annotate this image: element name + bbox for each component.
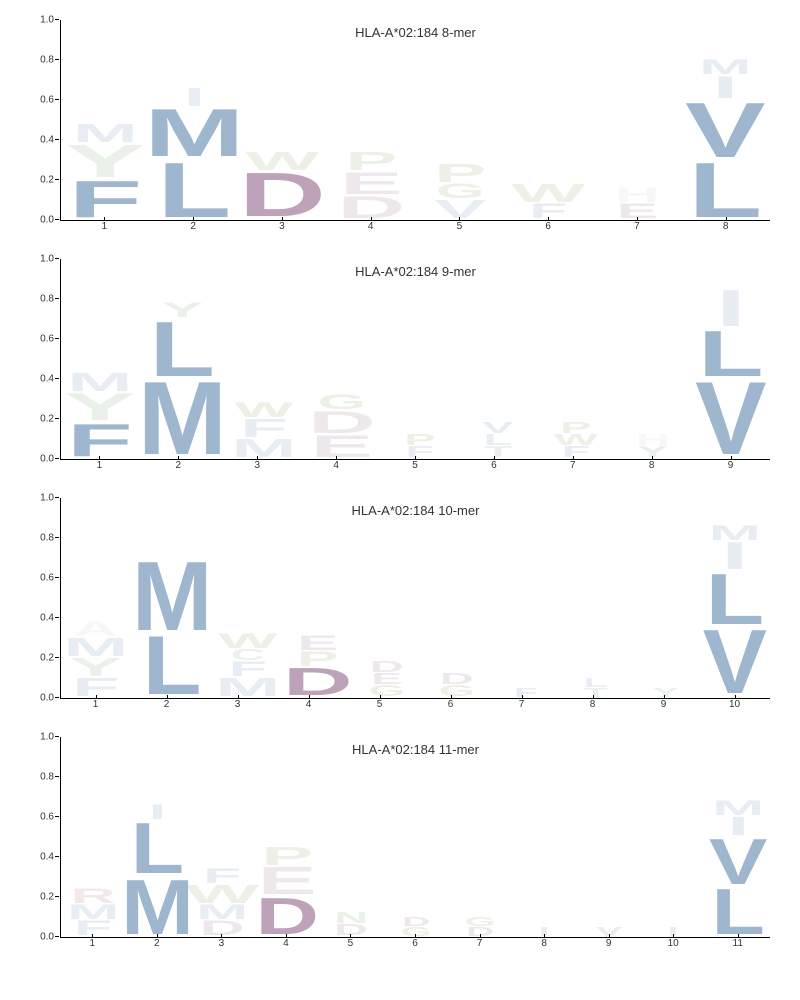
columns-row: MYFYLMWFMGDEPFVLTPWFHYILV: [61, 259, 770, 459]
xtick-label: 10: [699, 699, 770, 710]
xtick-label: 4: [326, 221, 415, 232]
logo-letter: V: [698, 628, 772, 698]
xtick-label: 8: [512, 938, 577, 949]
xtick-label: 7: [533, 460, 612, 471]
xtick-label: 9: [628, 699, 699, 710]
ytick-label: 0.6: [40, 95, 54, 106]
logo-letter: V: [691, 379, 771, 459]
panel-title: HLA-A*02:184 9-mer: [355, 264, 476, 279]
xtick-label: 8: [681, 221, 770, 232]
position-column: GDE: [303, 259, 381, 459]
xtick-label: 4: [273, 699, 344, 710]
logo-letter: L: [657, 160, 794, 220]
position-column: RMF: [61, 737, 125, 937]
position-column: MIVL: [706, 737, 770, 937]
xtick-label: 2: [125, 938, 190, 949]
xtick-label: 11: [705, 938, 770, 949]
xtick-label: 8: [557, 699, 628, 710]
logo-letter: L: [694, 887, 781, 937]
xtick-label: 5: [376, 460, 455, 471]
position-column: V: [577, 737, 641, 937]
ytick-label: 0.8: [40, 533, 54, 544]
columns-row: AMYFMLWCFMEPDDEGDGFLTYMILV: [61, 498, 770, 698]
logo-panel: 0.00.20.40.60.81.0HLA-A*02:184 10-merAMY…: [20, 498, 780, 717]
logo-letter: M: [631, 526, 800, 542]
ytick-label: 0.6: [40, 334, 54, 345]
x-axis: 1234567891011: [60, 938, 770, 956]
xtick-label: 7: [486, 699, 557, 710]
xtick-label: 1: [60, 460, 139, 471]
xtick-label: 4: [297, 460, 376, 471]
logo-letter: M: [593, 60, 800, 76]
plot-area: HLA-A*02:184 8-merMYFIMLWDPEDPGVWFHEMIVL: [60, 20, 770, 221]
xtick-label: 1: [60, 699, 131, 710]
xtick-label: 10: [641, 938, 706, 949]
position-column: PWF: [537, 259, 615, 459]
ytick-label: 1.0: [40, 254, 54, 265]
plot-area: HLA-A*02:184 10-merAMYFMLWCFMEPDDEGDGFLT…: [60, 498, 770, 699]
position-column: GD: [448, 737, 512, 937]
xtick-label: 6: [454, 460, 533, 471]
ytick-label: 1.0: [40, 493, 54, 504]
ytick-label: 0.8: [40, 55, 54, 66]
position-column: PED: [255, 737, 319, 937]
plot-area: HLA-A*02:184 9-merMYFYLMWFMGDEPFVLTPWFHY…: [60, 259, 770, 460]
logo-panel: 0.00.20.40.60.81.0HLA-A*02:184 8-merMYFI…: [20, 20, 780, 239]
xtick-label: 9: [576, 938, 641, 949]
xtick-label: 2: [139, 460, 218, 471]
xtick-label: 6: [504, 221, 593, 232]
ytick-label: 0.6: [40, 812, 54, 823]
ytick-label: 1.0: [40, 732, 54, 743]
position-column: DG: [384, 737, 448, 937]
xtick-label: 6: [383, 938, 448, 949]
plot-area: HLA-A*02:184 11-merRMFILMFWMDPEDNDDGGDIV…: [60, 737, 770, 938]
position-column: F: [491, 498, 561, 698]
columns-row: MYFIMLWDPEDPGVWFHEMIVL: [61, 20, 770, 220]
position-column: MILV: [700, 498, 770, 698]
xtick-label: 3: [238, 221, 327, 232]
xtick-label: 5: [415, 221, 504, 232]
logo-letter: M: [641, 801, 800, 817]
xtick-label: 4: [254, 938, 319, 949]
panel-title: HLA-A*02:184 11-mer: [352, 742, 479, 757]
x-axis: 12345678910: [60, 699, 770, 717]
xtick-label: 3: [202, 699, 273, 710]
xtick-label: 3: [218, 460, 297, 471]
xtick-label: 5: [344, 699, 415, 710]
xtick-label: 1: [60, 221, 149, 232]
xtick-label: 8: [612, 460, 691, 471]
xtick-label: 5: [318, 938, 383, 949]
x-axis: 123456789: [60, 460, 770, 478]
xtick-label: 7: [593, 221, 682, 232]
xtick-label: 7: [447, 938, 512, 949]
xtick-label: 3: [189, 938, 254, 949]
logo-panel: 0.00.20.40.60.81.0HLA-A*02:184 9-merMYFY…: [20, 259, 780, 478]
ytick-label: 0.6: [40, 573, 54, 584]
xtick-label: 9: [691, 460, 770, 471]
ytick-label: 0.8: [40, 772, 54, 783]
xtick-label: 1: [60, 938, 125, 949]
position-column: ILV: [692, 259, 770, 459]
position-column: AMYF: [61, 498, 131, 698]
xtick-label: 2: [149, 221, 238, 232]
position-column: I: [512, 737, 576, 937]
position-column: LT: [561, 498, 631, 698]
panel-title: HLA-A*02:184 8-mer: [355, 25, 476, 40]
panel-title: HLA-A*02:184 10-mer: [352, 503, 480, 518]
columns-row: RMFILMFWMDPEDNDDGGDIVIMIVL: [61, 737, 770, 937]
sequence-logo-figure: 0.00.20.40.60.81.0HLA-A*02:184 8-merMYFI…: [20, 20, 780, 956]
ytick-label: 1.0: [40, 15, 54, 26]
position-column: DEG: [352, 498, 422, 698]
xtick-label: 6: [415, 699, 486, 710]
logo-panel: 0.00.20.40.60.81.0HLA-A*02:184 11-merRMF…: [20, 737, 780, 956]
x-axis: 12345678: [60, 221, 770, 239]
xtick-label: 2: [131, 699, 202, 710]
position-column: MIVL: [681, 20, 770, 220]
ytick-label: 0.4: [40, 852, 54, 863]
